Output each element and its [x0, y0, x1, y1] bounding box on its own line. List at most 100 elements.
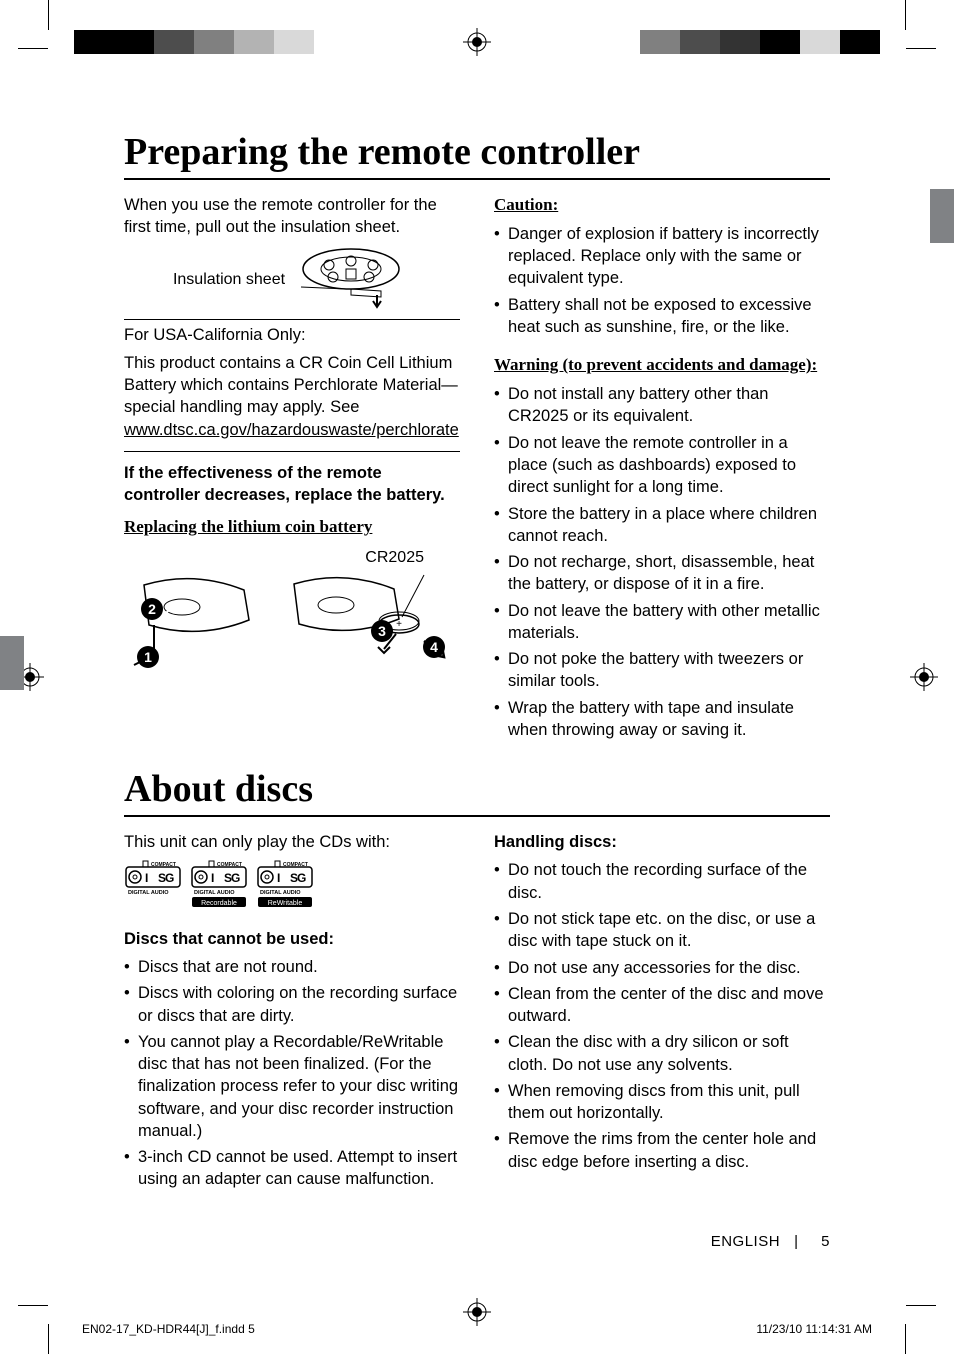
- list-item: Do not stick tape etc. on the disc, or u…: [494, 908, 830, 953]
- section1-col-right: Caution: Danger of explosion if battery …: [494, 194, 830, 745]
- svg-text:COMPACT: COMPACT: [217, 862, 242, 868]
- list-item: 3-inch CD cannot be used. Attempt to ins…: [124, 1146, 460, 1191]
- section1-intro: When you use the remote controller for t…: [124, 194, 460, 239]
- svg-text:I: I: [211, 871, 214, 885]
- list-item: Do not leave the remote controller in a …: [494, 432, 830, 499]
- disc-logo: SG I COMPACT DIGITAL AUDIO: [124, 859, 182, 915]
- battery-replace-figure: 2 1 CR2025 + 3: [124, 547, 460, 675]
- list-item: Do not poke the battery with tweezers or…: [494, 648, 830, 693]
- svg-text:COMPACT: COMPACT: [151, 862, 176, 868]
- section2-col-left: This unit can only play the CDs with: SG…: [124, 831, 460, 1194]
- color-bar-right: [600, 30, 880, 54]
- handling-heading: Handling discs:: [494, 831, 830, 853]
- section1-title: Preparing the remote controller: [124, 130, 830, 180]
- swatch: [234, 30, 274, 54]
- footer-page: ENGLISH | 5: [711, 1233, 830, 1250]
- svg-text:I: I: [145, 871, 148, 885]
- battery-step-34-wrap: CR2025 + 3 4: [284, 547, 454, 675]
- battery-step-34-icon: + 3 4: [284, 569, 454, 669]
- insulation-figure: Insulation sheet: [124, 247, 460, 309]
- footer-lang: ENGLISH: [711, 1233, 780, 1250]
- registration-mark-top: [463, 28, 491, 56]
- svg-text:4: 4: [430, 639, 438, 655]
- swatch: [840, 30, 880, 54]
- swatch: [114, 30, 154, 54]
- battery-step-12-icon: 2 1: [124, 565, 264, 675]
- warning-heading: Warning (to prevent accidents and damage…: [494, 354, 830, 377]
- list-item: When removing discs from this unit, pull…: [494, 1080, 830, 1125]
- swatch: [640, 30, 680, 54]
- list-item: Clean the disc with a dry silicon or sof…: [494, 1031, 830, 1076]
- section1-columns: When you use the remote controller for t…: [124, 194, 830, 745]
- registration-mark-right: [910, 663, 938, 691]
- list-item: Do not use any accessories for the disc.: [494, 957, 830, 979]
- list-item: Store the battery in a place where child…: [494, 503, 830, 548]
- swatch: [314, 30, 354, 54]
- list-item: You cannot play a Recordable/ReWritable …: [124, 1031, 460, 1142]
- swatch: [194, 30, 234, 54]
- swatch: [720, 30, 760, 54]
- svg-text:SG: SG: [224, 871, 240, 885]
- list-item: Wrap the battery with tape and insulate …: [494, 697, 830, 742]
- svg-text:COMPACT: COMPACT: [283, 862, 308, 868]
- section2-columns: This unit can only play the CDs with: SG…: [124, 831, 830, 1194]
- svg-text:DIGITAL AUDIO: DIGITAL AUDIO: [194, 890, 235, 896]
- disc-logo: SG I COMPACT DIGITAL AUDIO Recordable: [190, 859, 248, 915]
- section2-intro: This unit can only play the CDs with:: [124, 831, 460, 853]
- print-footer-right: 11/23/10 11:14:31 AM: [756, 1322, 872, 1336]
- print-footer-left: EN02-17_KD-HDR44[J]_f.indd 5: [82, 1322, 255, 1336]
- effectiveness-note: If the effectiveness of the remote contr…: [124, 462, 460, 507]
- swatch: [760, 30, 800, 54]
- svg-text:DIGITAL AUDIO: DIGITAL AUDIO: [128, 890, 169, 896]
- svg-text:SG: SG: [290, 871, 306, 885]
- caution-heading: Caution:: [494, 194, 830, 217]
- side-tab-left: [0, 636, 24, 690]
- disc-logos: SG I COMPACT DIGITAL AUDIO SG I COMPACT …: [124, 859, 460, 915]
- disc-logo: SG I COMPACT DIGITAL AUDIO ReWritable: [256, 859, 314, 915]
- list-item: Battery shall not be exposed to excessiv…: [494, 294, 830, 339]
- section1-col-left: When you use the remote controller for t…: [124, 194, 460, 745]
- list-item: Remove the rims from the center hole and…: [494, 1128, 830, 1173]
- svg-text:DIGITAL AUDIO: DIGITAL AUDIO: [260, 890, 301, 896]
- cannot-heading: Discs that cannot be used:: [124, 928, 460, 950]
- color-bar-left: [74, 30, 354, 54]
- list-item: Danger of explosion if battery is incorr…: [494, 223, 830, 290]
- usa-body: This product contains a CR Coin Cell Lit…: [124, 352, 460, 441]
- list-item: Do not recharge, short, disassemble, hea…: [494, 551, 830, 596]
- svg-text:Recordable: Recordable: [201, 900, 237, 907]
- handling-list: Do not touch the recording surface of th…: [494, 859, 830, 1172]
- svg-text:1: 1: [144, 649, 152, 665]
- svg-text:I: I: [277, 871, 280, 885]
- replacing-heading: Replacing the lithium coin battery: [124, 516, 460, 539]
- swatch: [274, 30, 314, 54]
- svg-text:SG: SG: [158, 871, 174, 885]
- footer-pagenum: 5: [821, 1233, 830, 1250]
- list-item: Do not leave the battery with other meta…: [494, 600, 830, 645]
- cannot-list: Discs that are not round. Discs with colo…: [124, 956, 460, 1191]
- svg-text:ReWritable: ReWritable: [268, 900, 303, 907]
- swatch: [800, 30, 840, 54]
- caution-list: Danger of explosion if battery is incorr…: [494, 223, 830, 338]
- svg-text:2: 2: [148, 601, 156, 617]
- list-item: Discs that are not round.: [124, 956, 460, 978]
- svg-text:3: 3: [378, 623, 386, 639]
- list-item: Do not touch the recording surface of th…: [494, 859, 830, 904]
- side-tab-right: [930, 189, 954, 243]
- list-item: Discs with coloring on the recording sur…: [124, 982, 460, 1027]
- usa-body-pre: This product contains a CR Coin Cell Lit…: [124, 354, 458, 417]
- swatch: [74, 30, 114, 54]
- remote-bottom-icon: [291, 247, 411, 309]
- section2-title: About discs: [124, 767, 830, 817]
- battery-label: CR2025: [284, 547, 454, 569]
- section2-col-right: Handling discs: Do not touch the recordi…: [494, 831, 830, 1194]
- footer-sep: |: [794, 1233, 798, 1250]
- list-item: Clean from the center of the disc and mo…: [494, 983, 830, 1028]
- list-item: Do not install any battery other than CR…: [494, 383, 830, 428]
- usa-california-box: For USA-California Only: This product co…: [124, 319, 460, 452]
- page-content: Preparing the remote controller When you…: [74, 90, 880, 1284]
- usa-link: www.dtsc.ca.gov/hazardouswaste/perchlora…: [124, 421, 459, 439]
- swatch: [600, 30, 640, 54]
- swatch: [154, 30, 194, 54]
- insulation-label: Insulation sheet: [173, 269, 285, 291]
- warning-list: Do not install any battery other than CR…: [494, 383, 830, 741]
